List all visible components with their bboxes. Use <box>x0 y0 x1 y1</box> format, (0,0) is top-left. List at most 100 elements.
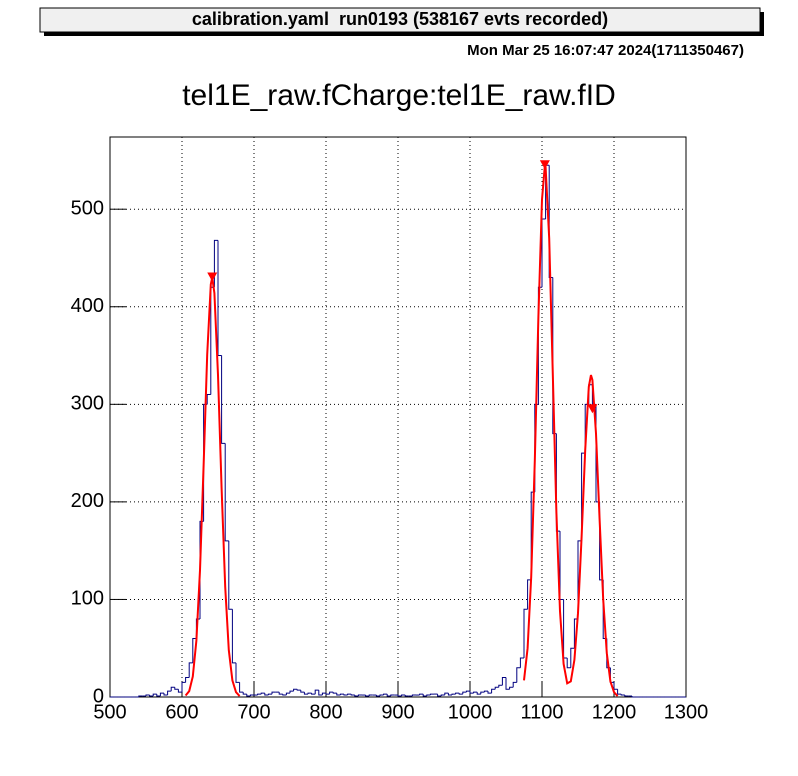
histogram-bin <box>181 681 186 693</box>
histogram-bin <box>239 682 244 693</box>
histogram-bin <box>462 691 467 695</box>
histogram-bin <box>613 682 618 690</box>
histogram-bin <box>343 694 348 696</box>
histogram-bin <box>163 693 168 696</box>
histogram-bin <box>242 692 247 695</box>
histogram-bin <box>469 691 474 694</box>
chart-title: tel1E_raw.fCharge:tel1E_raw.fID <box>182 79 616 112</box>
y-tick-label: 400 <box>71 295 104 317</box>
histogram-bin <box>206 394 211 405</box>
histogram-bin <box>278 692 283 695</box>
histogram-bin <box>631 696 636 698</box>
histogram-bin <box>264 693 269 696</box>
histogram-bin <box>523 608 528 658</box>
histogram-bin <box>311 693 316 695</box>
x-tick-label: 1100 <box>520 701 563 723</box>
histogram-bin <box>487 691 492 694</box>
histogram-bin <box>307 692 312 695</box>
histogram-bin <box>332 692 337 694</box>
histogram-bin <box>437 694 442 697</box>
header-box <box>39 7 761 33</box>
histogram-bin <box>271 691 276 695</box>
histogram-bin <box>354 695 359 697</box>
histogram-bin <box>149 695 154 697</box>
x-tick-label: 500 <box>93 701 126 723</box>
peak-marker <box>207 272 218 282</box>
histogram-bin <box>174 687 179 690</box>
histogram-bin <box>512 681 517 688</box>
histogram-bin <box>350 694 355 696</box>
histogram-bin <box>177 689 182 693</box>
histogram-bin <box>476 692 481 695</box>
histogram-bin <box>397 695 402 697</box>
histogram-bin <box>458 693 463 695</box>
histogram-bin <box>318 690 323 696</box>
histogram-bin <box>303 692 308 695</box>
histogram-bin <box>483 690 488 693</box>
histogram-bin <box>426 694 431 697</box>
histogram-bin <box>368 694 373 697</box>
histogram-bin <box>440 694 445 697</box>
histogram-bin <box>314 689 319 695</box>
fit-curve <box>184 277 241 697</box>
histogram-bin <box>444 692 449 696</box>
histogram-bin <box>336 693 341 696</box>
histogram-bin <box>390 694 395 697</box>
histogram-bin <box>401 694 406 697</box>
histogram-bin <box>548 165 553 278</box>
histogram-bin <box>228 540 233 610</box>
histogram-bin <box>289 690 294 694</box>
histogram-bin <box>379 694 384 697</box>
histogram-bin <box>325 693 330 695</box>
histogram-bin <box>419 693 424 696</box>
histogram-bin <box>145 694 150 697</box>
peak-marker <box>539 160 550 170</box>
header-text: calibration.yaml run0193 (538167 evts re… <box>192 9 608 29</box>
x-tick-label: 700 <box>237 701 270 723</box>
histogram-bin <box>285 692 290 696</box>
histogram-bin <box>167 690 172 696</box>
fit-curve <box>523 164 619 697</box>
histogram-bin <box>156 694 161 697</box>
histogram-bin <box>221 355 226 444</box>
histogram-bin <box>455 692 460 695</box>
histogram-bin <box>509 686 514 690</box>
histogram-bin <box>231 609 236 664</box>
histogram-bin <box>192 637 197 663</box>
histogram-bin <box>257 693 262 696</box>
histogram-bin <box>347 693 352 696</box>
histogram-bin <box>188 662 193 678</box>
x-tick-label: 1000 <box>448 701 493 723</box>
y-tick-label: 200 <box>71 490 104 512</box>
histogram-bin <box>235 662 240 683</box>
histogram-bin <box>447 693 452 696</box>
histogram-bin <box>267 693 272 696</box>
histogram-bin <box>563 599 568 659</box>
y-tick-label: 100 <box>71 588 104 610</box>
histogram-bin <box>404 695 409 697</box>
histogram-bin <box>505 677 510 690</box>
y-tick-label: 300 <box>71 393 104 415</box>
histogram-bin <box>185 676 190 683</box>
histogram-bin <box>365 695 370 697</box>
peak-marker <box>587 404 598 414</box>
histogram-bin <box>296 689 301 691</box>
histogram-bin <box>541 218 546 288</box>
x-tick-label: 800 <box>309 701 342 723</box>
histogram-bin <box>624 695 629 697</box>
histogram-bin <box>224 443 229 542</box>
histogram-bin <box>152 693 157 697</box>
histogram-bin <box>465 690 470 693</box>
histogram-bin <box>620 694 625 696</box>
histogram-bin <box>383 693 388 696</box>
histogram-bin <box>293 688 298 692</box>
x-tick-label: 900 <box>381 701 414 723</box>
histogram-bin <box>494 686 499 690</box>
histogram-bin <box>501 676 506 686</box>
histogram-bin <box>138 695 143 697</box>
histogram-bin <box>411 694 416 697</box>
histogram-bin <box>282 694 287 696</box>
histogram-bin <box>260 692 265 695</box>
